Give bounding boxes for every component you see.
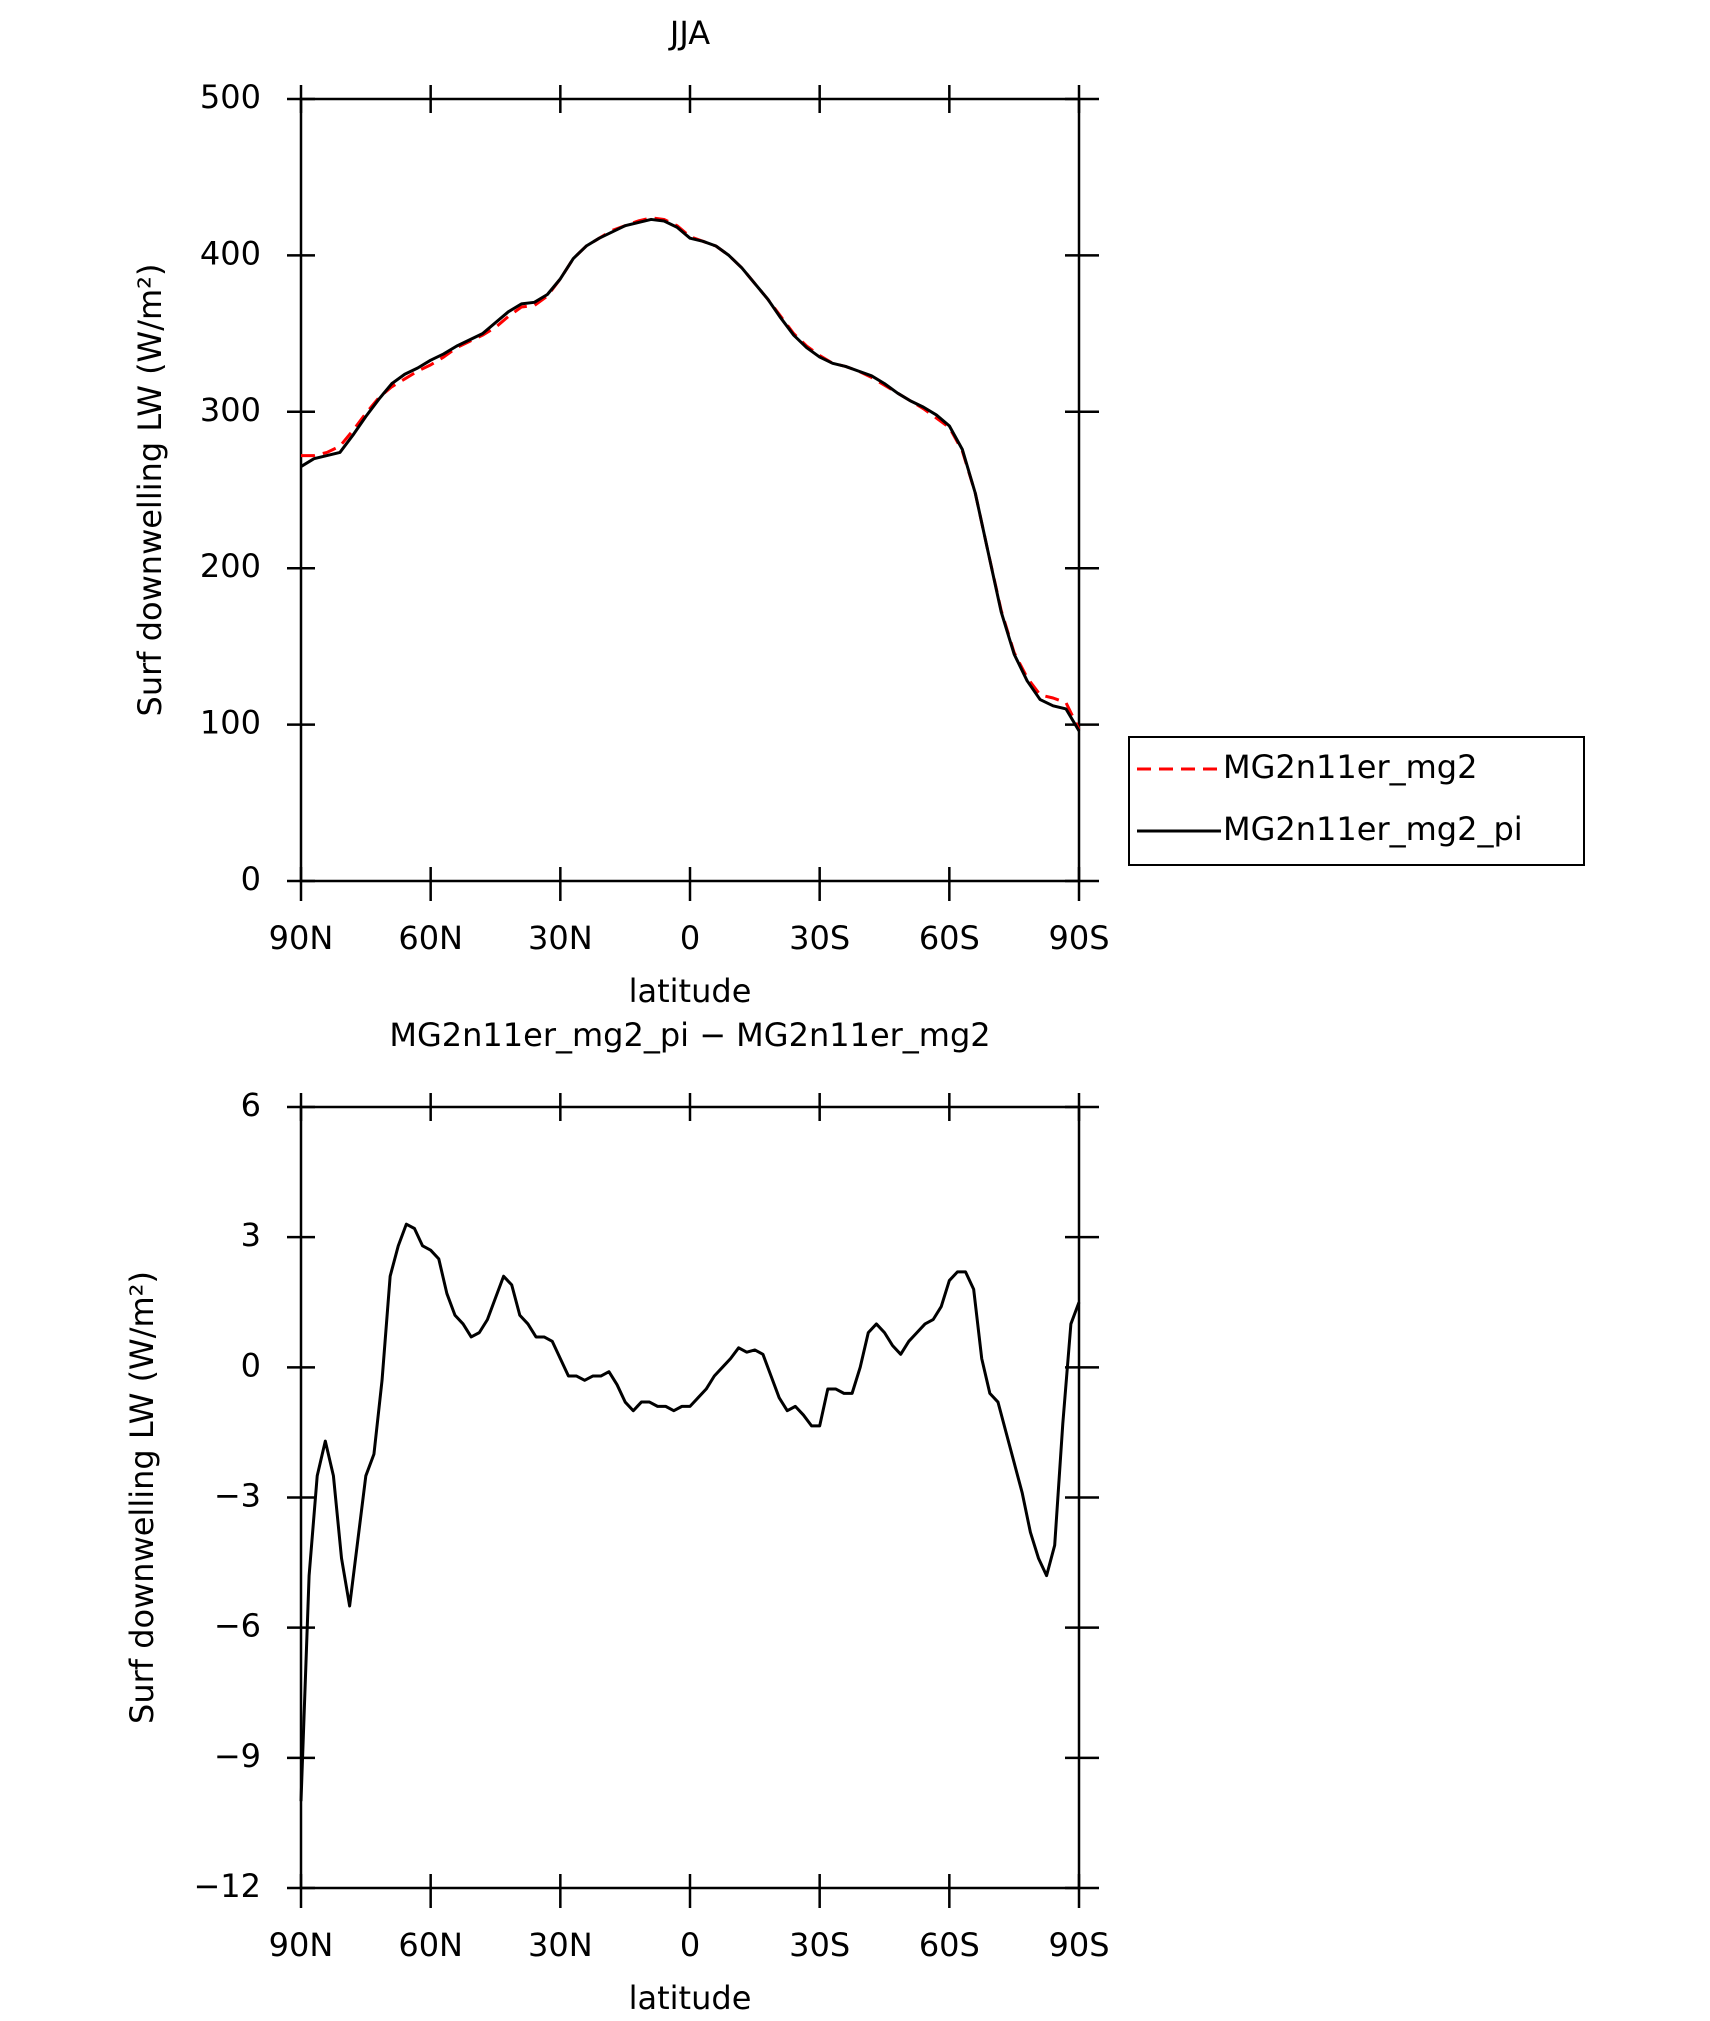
y-tick-label: −3 — [214, 1477, 261, 1515]
x-tick-label: 30S — [789, 919, 850, 957]
y-tick-label: 300 — [200, 391, 261, 429]
x-tick-label: 30N — [528, 1926, 593, 1964]
x-axis-label: latitude — [629, 972, 752, 1010]
x-tick-label: 60S — [919, 1926, 980, 1964]
y-tick-label: 6 — [241, 1086, 261, 1124]
y-tick-label: −6 — [214, 1607, 261, 1645]
y-tick-label: −12 — [193, 1867, 261, 1905]
x-tick-label: 90N — [269, 1926, 334, 1964]
y-tick-label: 100 — [200, 704, 261, 742]
panel: MG2n11er_mg2_pi − MG2n11er_mg2 latitude Su… — [123, 1016, 1110, 2017]
y-tick-label: 0 — [241, 860, 261, 898]
y-tick-label: 400 — [200, 234, 261, 272]
x-tick-label: 60N — [398, 919, 463, 957]
x-tick-label: 30N — [528, 919, 593, 957]
y-axis-label: Surf downwelling LW (W/m²) — [123, 1271, 161, 1724]
plot-frame — [299, 97, 1081, 883]
legend-label: MG2n11er_mg2 — [1223, 748, 1477, 786]
y-tick-label: 0 — [241, 1346, 261, 1384]
x-tick-label: 60N — [398, 1926, 463, 1964]
y-tick-label: −9 — [214, 1737, 261, 1775]
legend: MG2n11er_mg2 MG2n11er_mg2_pi — [1128, 736, 1585, 866]
x-tick-label: 90S — [1048, 1926, 1109, 1964]
x-tick-label: 0 — [680, 1926, 700, 1964]
x-tick-label: 30S — [789, 1926, 850, 1964]
chart-title: MG2n11er_mg2_pi − MG2n11er_mg2 — [389, 1016, 990, 1054]
y-tick-label: 200 — [200, 547, 261, 585]
data-line — [300, 217, 1081, 732]
panel: JJA latitude Surf downwelling LW (W/m²) 0 10… — [131, 14, 1110, 1010]
legend-label: MG2n11er_mg2_pi — [1223, 810, 1523, 848]
x-tick-label: 90S — [1048, 919, 1109, 957]
x-tick-label: 90N — [269, 919, 334, 957]
data-line — [299, 1222, 1081, 1802]
chart-title: JJA — [668, 14, 710, 52]
y-axis-label: Surf downwelling LW (W/m²) — [131, 264, 169, 717]
y-tick-label: 3 — [241, 1216, 261, 1254]
y-tick-label: 500 — [200, 78, 261, 116]
plot-frame — [299, 1105, 1081, 1890]
data-line — [301, 216, 1081, 730]
x-axis-label: latitude — [629, 1979, 752, 2017]
x-tick-label: 60S — [919, 919, 980, 957]
x-tick-label: 0 — [680, 919, 700, 957]
legend-box — [1128, 736, 1585, 866]
